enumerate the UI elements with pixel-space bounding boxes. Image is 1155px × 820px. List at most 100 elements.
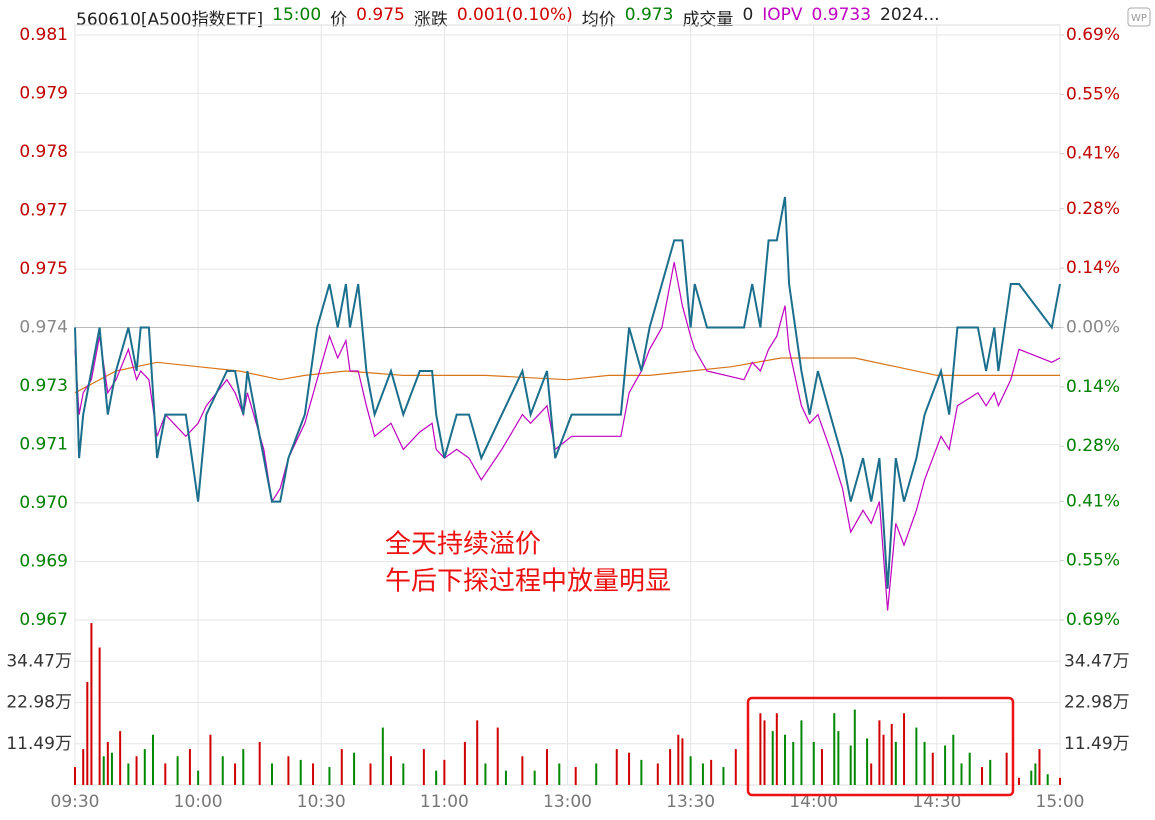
avg-price: 0.973 (624, 5, 674, 25)
volume-bar (574, 767, 577, 785)
volume-bar (402, 763, 405, 785)
series-line (74, 262, 1061, 611)
volume-bar (792, 741, 795, 785)
y-tick-label: 0.971 (19, 435, 68, 455)
y-tick-label: 0.973 (19, 376, 68, 396)
date: 2024... (880, 5, 940, 25)
volume-bar (784, 734, 787, 785)
y-tick-label: 0.967 (19, 610, 68, 630)
volume-bar (915, 727, 918, 785)
volume-bar (1005, 752, 1008, 785)
volume-tick-label: 22.98万 (6, 693, 72, 713)
volume-tick-label: 11.49万 (1064, 734, 1130, 754)
volume-bar (369, 763, 372, 785)
volume-bar (800, 720, 803, 785)
series-line (74, 196, 1061, 589)
volume-bar (110, 752, 113, 785)
volume-bar (734, 749, 737, 785)
volume-bar (435, 770, 438, 785)
volume-bar (759, 713, 762, 785)
volume-tick-label: 34.47万 (1064, 651, 1130, 671)
volume-bar (119, 731, 122, 785)
volume-bar (86, 681, 89, 785)
y2-tick-label: 0.41% (1066, 144, 1120, 164)
volume-bar (849, 745, 852, 785)
volume-bar (853, 709, 856, 785)
volume-tick-label: 22.98万 (1064, 693, 1130, 713)
y2-tick-label: 0.00% (1066, 318, 1120, 338)
series-line (74, 357, 1060, 394)
volume-bar (628, 752, 631, 785)
x-tick-label: 10:00 (174, 792, 223, 812)
volume-bar (312, 763, 315, 785)
volume-bar (533, 770, 536, 785)
volume-bar (903, 713, 906, 785)
volume-bar (287, 756, 290, 785)
volume-bar (1034, 763, 1037, 785)
volume-bar (1030, 770, 1033, 785)
volume-bar (981, 767, 984, 785)
volume-bar (299, 759, 302, 785)
volume-bar (164, 763, 167, 785)
y-tick-label: 0.981 (19, 25, 68, 45)
volume-bar (931, 752, 934, 785)
logo-box (1127, 7, 1151, 27)
volume-bar (143, 749, 146, 785)
annotation: 全天持续溢价 (385, 530, 541, 560)
volume-bar (504, 770, 507, 785)
y-tick-label: 0.974 (19, 318, 68, 338)
volume-bar (689, 756, 692, 785)
x-tick-label: 13:00 (543, 792, 592, 812)
y2-tick-label: 0.28% (1066, 436, 1120, 456)
volume-bar (894, 741, 897, 785)
volume-bar (640, 759, 643, 785)
volume-bar (90, 623, 93, 785)
volume-bar (390, 756, 393, 785)
volume-bar (102, 756, 105, 785)
annotation: 午后下探过程中放量明显 (385, 567, 671, 597)
y-tick-label: 0.978 (19, 142, 68, 162)
y-tick-label: 0.975 (19, 259, 68, 279)
time: 15:00 (272, 5, 322, 25)
x-tick-label: 14:30 (912, 792, 961, 812)
volume-bar (545, 749, 548, 785)
volume-bar (989, 759, 992, 785)
logo: WP (1131, 13, 1147, 24)
volume-bar (422, 749, 425, 785)
volume-tick-label: 34.47万 (6, 651, 72, 671)
volume-bar (127, 763, 130, 785)
y2-tick-label: 0.14% (1066, 377, 1120, 397)
volume-bar (443, 759, 446, 785)
volume-bar (197, 770, 200, 785)
volume-bar (944, 745, 947, 785)
volume-bar (722, 767, 725, 785)
volume-bar (234, 763, 237, 785)
y2-tick-label: 0.14% (1066, 258, 1120, 278)
volume-bar (837, 731, 840, 785)
iopv: 0.9733 (811, 5, 872, 25)
y2-tick-label: 0.28% (1066, 199, 1120, 219)
y2-tick-label: 0.69% (1066, 25, 1120, 45)
volume-bar (328, 767, 331, 785)
volume-bar (775, 713, 778, 785)
x-tick-label: 15:00 (1036, 792, 1085, 812)
volume-bar (353, 752, 356, 785)
volume-bar (221, 756, 224, 785)
volume-bar (106, 741, 109, 785)
volume-bar (952, 734, 955, 785)
volume-bar (258, 741, 261, 785)
volume-bar (381, 727, 384, 785)
volume-bar (151, 734, 154, 785)
y-tick-label: 0.969 (19, 552, 68, 572)
volume-bar (558, 763, 561, 785)
price: 0.975 (356, 5, 405, 25)
volume-bar (812, 741, 815, 785)
volume-bar (833, 713, 836, 785)
volume-bar (701, 763, 704, 785)
volume-bar (656, 763, 659, 785)
volume-bar (1046, 774, 1049, 785)
volume-bar (615, 749, 618, 785)
volume: 0 (742, 5, 754, 25)
volume-bar (209, 734, 212, 785)
